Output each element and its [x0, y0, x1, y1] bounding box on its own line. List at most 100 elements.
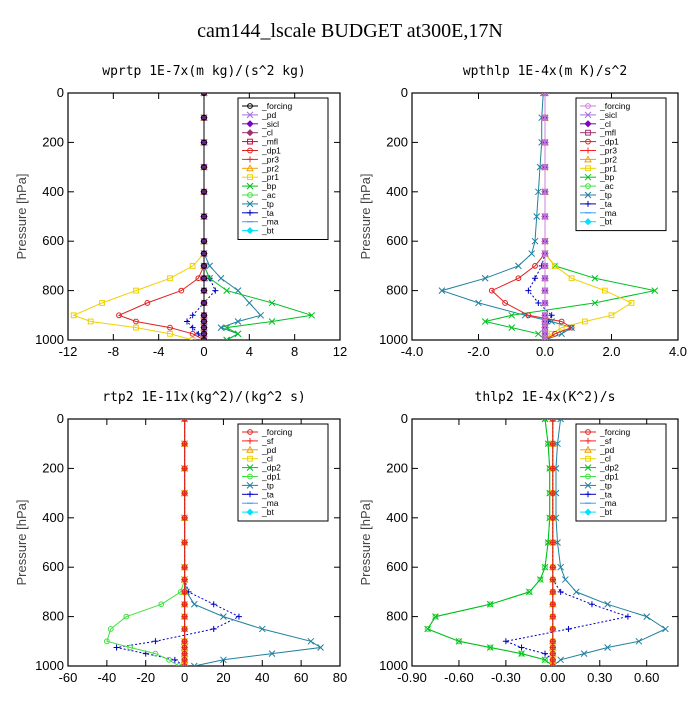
x-tick-label: 0.00 [540, 670, 565, 685]
data-point-dp1 [133, 318, 139, 325]
legend-label-pr1: _pr1 [599, 163, 617, 173]
legend-label-forcing: _forcing [261, 427, 293, 437]
data-point-dp2 [525, 588, 533, 596]
series-line-dp1 [490, 93, 573, 340]
legend-marker-dp1 [585, 138, 591, 145]
data-point-forcing [181, 490, 188, 497]
y-tick-label: 0 [401, 411, 408, 426]
data-point-forcing [549, 490, 556, 497]
data-point-forcing [181, 644, 188, 651]
data-point-forcing [542, 324, 548, 331]
legend-marker-bt [584, 218, 592, 226]
data-point-forcing [201, 287, 207, 294]
legend-label-tp: _tp [599, 190, 612, 200]
x-tick-label: 80 [333, 670, 347, 685]
x-tick-label: 40 [255, 670, 269, 685]
data-point-tp [557, 419, 565, 423]
x-tick-label: -0.60 [444, 670, 474, 685]
data-point-pr1 [558, 324, 565, 331]
data-point-ta [624, 613, 631, 620]
legend-marker-tp [246, 482, 254, 489]
data-point-forcing [201, 93, 207, 96]
data-point-tp [307, 637, 315, 645]
data-point-forcing [542, 312, 548, 319]
data-point-dp1 [107, 626, 114, 632]
data-point-dp2 [541, 419, 549, 423]
x-tick-label: 0.30 [587, 670, 612, 685]
y-axis-label: Pressure [hPa] [14, 500, 29, 586]
legend-marker-forcing [585, 103, 591, 109]
data-point-tp [206, 262, 214, 270]
data-point-pr1 [189, 337, 196, 340]
legend-box [575, 423, 667, 522]
data-point-dp1 [424, 626, 431, 632]
data-point-dp2 [536, 576, 544, 583]
legend-label-cl: _cl [599, 454, 611, 464]
data-point-forcing [549, 589, 556, 595]
data-point-forcing [181, 626, 188, 632]
data-point-bp [651, 287, 659, 294]
series-group [70, 93, 316, 340]
legend-box [575, 97, 667, 232]
data-point-forcing [542, 337, 548, 340]
legend-label-pd: _pd [261, 110, 276, 120]
data-point-tp [643, 613, 651, 620]
data-point-ta [184, 318, 190, 325]
data-point-dp1 [167, 324, 173, 331]
legend-label-mfl: _mfl [261, 137, 278, 147]
y-tick-label: 0 [57, 85, 64, 100]
data-point-bp [481, 318, 489, 325]
legend-marker-bt [246, 227, 254, 235]
data-point-forcing [542, 300, 548, 306]
legend-marker-ta [247, 491, 253, 498]
data-point-forcing [201, 164, 207, 171]
legend-marker-pr3 [247, 156, 253, 163]
data-point-bp [234, 330, 242, 338]
y-tick-label: 1000 [379, 332, 408, 347]
series-line-dp1 [106, 419, 186, 666]
y-tick-label: 800 [386, 609, 408, 624]
plot-panel-1: wprtp 1E-7x(m kg)/(s^2 kg) Pressure [hPa]… [14, 64, 347, 359]
data-point-forcing [542, 164, 548, 171]
legend-label-cl: _cl [261, 454, 273, 464]
data-point-ta [212, 287, 219, 294]
data-point-forcing [542, 238, 548, 245]
legend-label-sf: _sf [599, 436, 612, 446]
legend-label-tp: _tp [261, 480, 274, 490]
data-point-forcing [181, 419, 188, 422]
series-group [438, 93, 659, 340]
data-point-bp [508, 311, 516, 319]
data-point-bp [508, 324, 516, 332]
legend-marker-ac [585, 183, 591, 190]
data-point-ta [588, 601, 595, 608]
data-point-forcing [549, 613, 556, 620]
y-axis-label: Pressure [hPa] [358, 174, 373, 260]
data-point-forcing [181, 650, 188, 657]
data-point-dp1 [526, 589, 533, 595]
data-point-ta [195, 330, 202, 337]
data-point-pr1 [87, 318, 94, 325]
data-point-dp1 [175, 663, 182, 666]
data-point-forcing [201, 250, 207, 257]
y-tick-label: 400 [386, 184, 408, 199]
y-tick-label: 800 [42, 609, 64, 624]
data-point-forcing [549, 650, 556, 657]
legend-marker-pr1 [247, 174, 253, 181]
data-point-pr1 [133, 324, 139, 331]
data-point-forcing [542, 250, 548, 257]
legend-label-mfl: _mfl [599, 128, 616, 138]
legend-label-dp2: _dp2 [261, 463, 281, 473]
legend-label-tp: _tp [599, 480, 612, 490]
legend-label-pd: _pd [599, 445, 614, 455]
data-point-forcing [181, 514, 188, 521]
legend-label-sicl: _sicl [261, 119, 279, 129]
x-tick-label: 4.0 [669, 344, 687, 359]
data-point-forcing [201, 114, 207, 121]
data-point-tp [572, 588, 580, 596]
legend: _forcing_sf_pd_cl_dp2_dp1_tp_ta_ma_bt [237, 423, 329, 522]
legend-label-bp: _bp [261, 181, 276, 191]
legend-marker-forcing [585, 429, 591, 435]
data-point-forcing [201, 337, 207, 340]
